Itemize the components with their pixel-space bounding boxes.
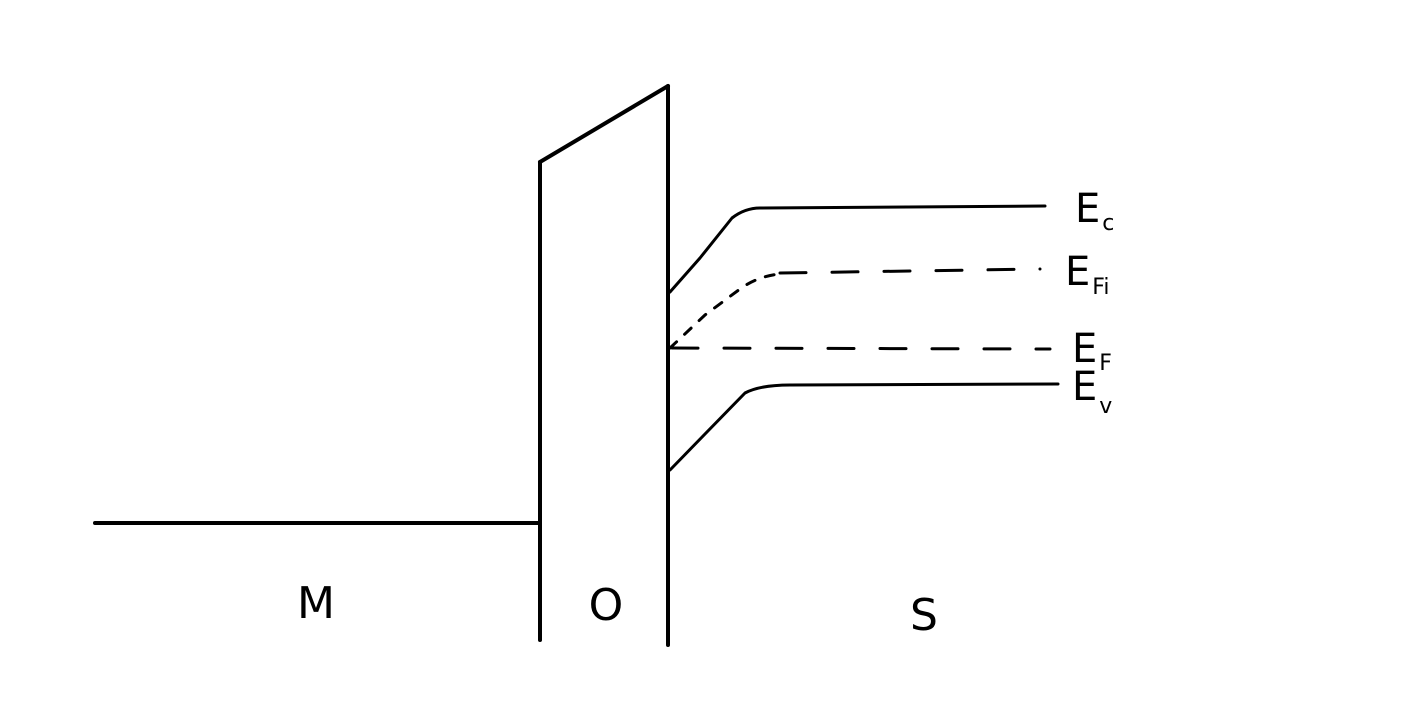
- valence-band-edge: [668, 382, 1060, 472]
- label-intrinsic-fermi: EFi: [1065, 249, 1109, 300]
- label-fermi-level: EF: [1072, 326, 1112, 376]
- region-label-metal: M: [297, 578, 335, 629]
- oxide-top-edge: [538, 84, 670, 164]
- label-valence-band: Ev: [1072, 364, 1112, 419]
- intrinsic-fermi-level-flat: [778, 267, 1042, 275]
- fermi-level: [670, 346, 1052, 351]
- label-conduction-band: Ec: [1075, 186, 1114, 236]
- region-label-semiconductor: S: [910, 590, 938, 641]
- region-label-oxide: O: [589, 580, 624, 631]
- intrinsic-fermi-level: [668, 272, 782, 350]
- conduction-band-edge: [668, 204, 1047, 294]
